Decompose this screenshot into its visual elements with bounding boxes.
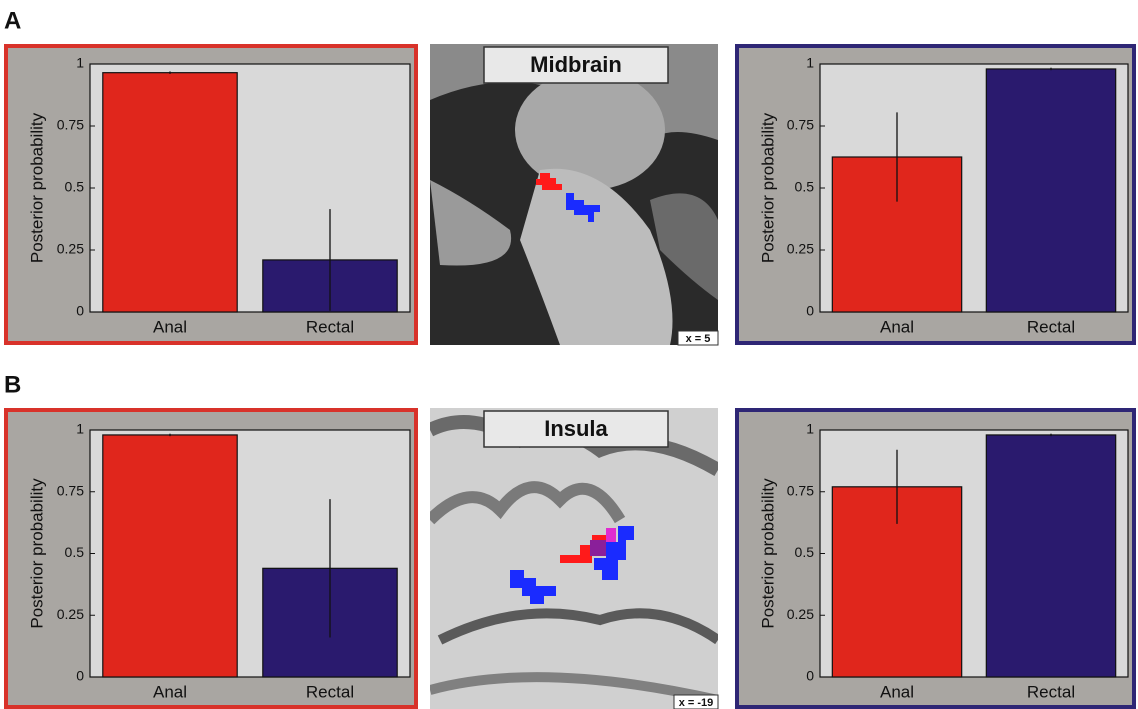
y-tick-label: 0 xyxy=(806,668,814,684)
y-tick-label: 0.25 xyxy=(57,241,84,257)
bar xyxy=(986,435,1115,677)
panel-label: B xyxy=(4,371,21,398)
y-tick-label: 0.5 xyxy=(65,179,85,195)
x-tick-label: Rectal xyxy=(1027,317,1075,336)
y-tick-label: 1 xyxy=(806,55,814,71)
x-tick-label: Anal xyxy=(880,682,914,701)
bar xyxy=(103,435,237,677)
y-tick-label: 0.5 xyxy=(65,544,85,560)
y-tick-label: 0 xyxy=(806,303,814,319)
y-axis-label: Posterior probability xyxy=(27,112,46,263)
y-axis-label: Posterior probability xyxy=(758,112,777,263)
y-tick-label: 0 xyxy=(76,668,84,684)
y-tick-label: 0.75 xyxy=(57,117,84,133)
x-tick-label: Anal xyxy=(880,317,914,336)
slice-label: x = -19 xyxy=(679,697,714,709)
figure: A B Midbrain x = 5 Insula x = -19 0 0.25 0… xyxy=(0,0,1138,709)
panel-label: A xyxy=(4,7,21,34)
y-tick-label: 1 xyxy=(806,421,814,437)
slice-label: x = 5 xyxy=(686,333,711,345)
x-tick-label: Rectal xyxy=(306,317,354,336)
y-axis-label: Posterior probability xyxy=(758,478,777,629)
bar xyxy=(103,73,237,312)
x-tick-label: Anal xyxy=(153,317,187,336)
y-tick-label: 0.5 xyxy=(795,544,815,560)
y-tick-label: 0.25 xyxy=(787,606,814,622)
x-tick-label: Anal xyxy=(153,682,187,701)
brain-slice xyxy=(430,44,718,345)
y-axis-label: Posterior probability xyxy=(27,478,46,629)
y-tick-label: 1 xyxy=(76,55,84,71)
x-tick-label: Rectal xyxy=(306,682,354,701)
bar xyxy=(986,69,1115,312)
y-tick-label: 0 xyxy=(76,303,84,319)
y-tick-label: 0.75 xyxy=(787,117,814,133)
y-tick-label: 1 xyxy=(76,421,84,437)
y-tick-label: 0.25 xyxy=(787,241,814,257)
y-tick-label: 0.25 xyxy=(57,606,84,622)
region-title: Insula xyxy=(544,416,608,441)
brain-slice xyxy=(430,408,718,709)
x-tick-label: Rectal xyxy=(1027,682,1075,701)
y-tick-label: 0.5 xyxy=(795,179,815,195)
y-tick-label: 0.75 xyxy=(57,482,84,498)
y-tick-label: 0.75 xyxy=(787,482,814,498)
region-title: Midbrain xyxy=(530,52,622,77)
